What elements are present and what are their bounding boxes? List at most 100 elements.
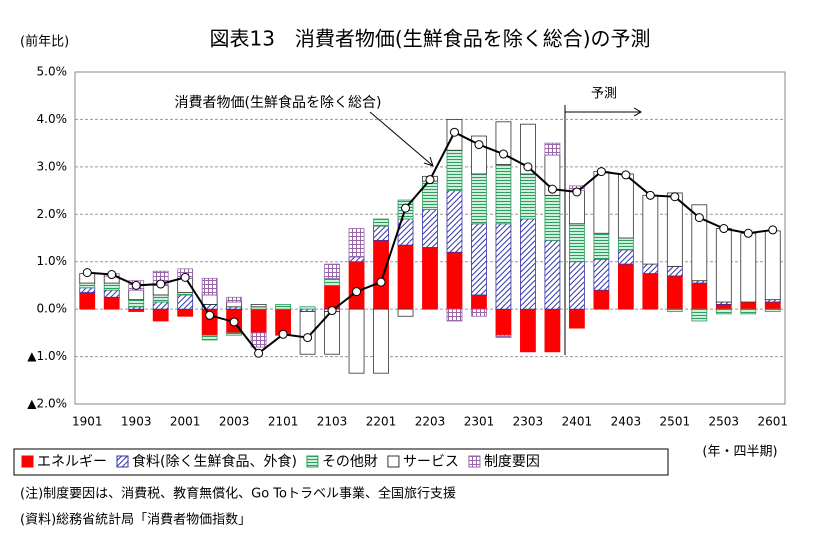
legend-swatch	[306, 455, 319, 468]
bar-segment	[471, 308, 487, 317]
bar-segment	[226, 332, 243, 336]
line-point	[82, 268, 92, 278]
bar-segment	[471, 294, 487, 310]
legend-label: エネルギー	[37, 454, 107, 470]
line-point	[425, 175, 435, 185]
bar-segment	[348, 308, 365, 374]
bar-segment	[422, 247, 438, 310]
legend-swatch	[468, 455, 481, 468]
bar-segment	[642, 263, 659, 274]
bar-segment	[495, 164, 512, 225]
line-point	[352, 287, 362, 297]
bar-segment	[348, 228, 365, 258]
bar-segment	[740, 308, 757, 315]
bar-segment	[299, 306, 316, 310]
legend-swatch	[21, 455, 34, 468]
line-point	[131, 280, 141, 290]
bar-segment	[691, 204, 708, 282]
bar-segment	[446, 308, 463, 322]
bar-segment	[520, 308, 536, 353]
bar-segment	[446, 149, 463, 191]
bar-segment	[617, 263, 634, 310]
line-point	[303, 333, 313, 343]
bar-segment	[764, 301, 781, 310]
bar-segment	[177, 294, 194, 310]
line-point	[719, 224, 729, 234]
line-point	[498, 149, 508, 159]
bar-segment	[715, 303, 732, 310]
bar-segment	[764, 308, 781, 312]
bar-segment	[373, 225, 389, 241]
line-point	[670, 192, 680, 202]
x-tick-label: 2001	[170, 415, 201, 429]
bar-segment	[740, 301, 757, 310]
x-tick-label: 2503	[709, 415, 740, 429]
bar-segment	[520, 173, 536, 220]
bar-segment	[715, 308, 732, 315]
y-tick-label: 3.0%	[37, 159, 68, 173]
bar-segment	[495, 308, 512, 336]
bar-segment	[471, 173, 487, 225]
y-tick-label: ▲1.0%	[27, 349, 67, 363]
bar-segment	[446, 251, 463, 310]
x-tick-label: 1903	[121, 415, 152, 429]
bar-segment	[373, 218, 389, 227]
bar-segment	[250, 303, 267, 308]
x-axis-label: (年・四半期)	[702, 445, 777, 460]
bar-segment	[79, 292, 96, 310]
line-point	[621, 170, 631, 180]
bar-segment	[373, 308, 389, 374]
bar-segment	[201, 334, 218, 341]
bar-segment	[593, 232, 610, 260]
bar-segment	[593, 258, 610, 291]
legend-label: 食料(除く生鮮食品、外食)	[132, 453, 297, 470]
bar-segment	[128, 299, 145, 308]
line-point	[743, 228, 753, 238]
line-point	[572, 187, 582, 197]
bar-segment	[348, 256, 365, 263]
bar-segment	[201, 277, 218, 296]
line-point	[596, 167, 606, 177]
bar-segment	[495, 223, 512, 310]
line-point	[156, 279, 166, 289]
line-label-arrow	[369, 111, 433, 166]
bar-segment	[544, 239, 561, 310]
note: (注)制度要因は、消費税、教育無償化、Go Toトラベル事業、全国旅行支援	[20, 486, 456, 502]
bar-segment	[568, 308, 585, 329]
line-point	[768, 225, 778, 235]
line-point	[327, 306, 337, 316]
line-point	[547, 184, 557, 194]
line-point	[376, 277, 386, 287]
bar-segment	[226, 296, 243, 303]
line-point	[449, 127, 459, 137]
chart-title: 図表13 消費者物価(生鮮食品を除く総合)の予測	[209, 27, 650, 51]
bar-segment	[666, 266, 683, 277]
bar-segment	[666, 192, 683, 267]
y-tick-label: 1.0%	[37, 254, 68, 268]
x-tick-label: 2303	[513, 415, 544, 429]
line-point	[107, 270, 117, 280]
note: (資料)総務省統計局「消費者物価指数」	[20, 512, 251, 528]
x-tick-label: 1901	[72, 415, 103, 429]
bar-segment	[446, 190, 463, 253]
bar-segment	[715, 228, 732, 303]
bar-segment	[520, 218, 536, 310]
bar-segment	[593, 171, 610, 234]
legend-label: サービス	[403, 454, 459, 470]
bar-segment	[226, 301, 243, 308]
bar-segment	[544, 194, 561, 241]
bar-segment	[495, 334, 512, 339]
bar-segment	[568, 261, 585, 310]
bar-segment	[299, 311, 316, 355]
y-tick-label: ▲2.0%	[27, 397, 67, 411]
bar-segment	[691, 308, 708, 322]
bar-segment	[152, 294, 169, 303]
x-tick-label: 2103	[317, 415, 348, 429]
bar-segment	[764, 230, 781, 301]
bar-segment	[397, 244, 414, 310]
y-axis-label: (前年比)	[20, 34, 69, 50]
bar-segment	[152, 301, 169, 310]
bar-segment	[617, 173, 634, 239]
bar-segment	[544, 308, 561, 353]
bar-segment	[324, 311, 340, 355]
